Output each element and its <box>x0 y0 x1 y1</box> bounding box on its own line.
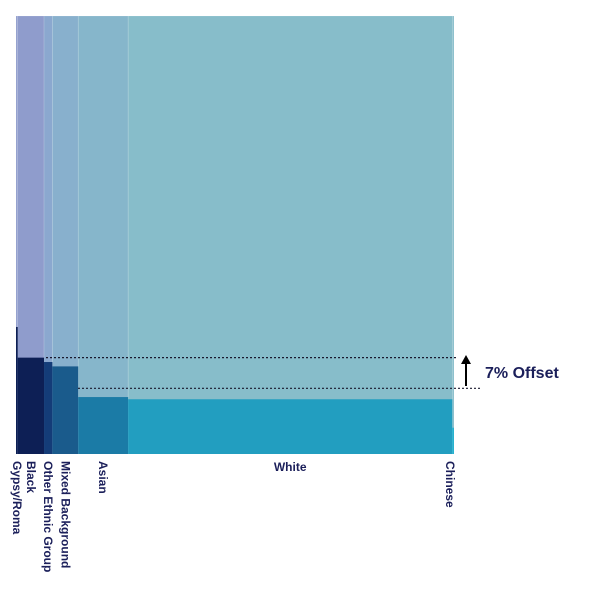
bar-other-ethnic-group <box>44 362 53 454</box>
background-bar-white <box>127 15 453 455</box>
offset-annotation: 7% Offset <box>461 355 559 386</box>
reference-lines <box>46 357 480 389</box>
background-bars <box>15 15 455 455</box>
bar-mixed-background <box>52 366 79 454</box>
category-label-black: Black <box>24 461 38 493</box>
bar-asian <box>78 397 129 454</box>
category-label-chinese: Chinese <box>443 461 457 508</box>
category-label-white: White <box>274 460 307 474</box>
offset-arrow-head <box>461 355 471 364</box>
value-bars <box>16 326 454 454</box>
category-labels: Gypsy/Roma Black Other Ethnic Group Mixed B… <box>10 460 457 572</box>
background-bar-asian <box>77 15 129 455</box>
category-label-asian: Asian <box>96 461 110 494</box>
category-label-other-ethnic-group: Other Ethnic Group <box>41 461 55 572</box>
bar-gypsy-roma <box>16 326 18 454</box>
background-bar-chinese <box>451 15 455 455</box>
bar-black <box>17 357 45 454</box>
offset-label: 7% Offset <box>485 365 559 382</box>
category-label-mixed-background: Mixed Background <box>58 461 72 568</box>
category-label-gypsy-roma: Gypsy/Roma <box>10 461 24 535</box>
bar-chinese <box>452 427 454 454</box>
bar-white <box>128 399 453 454</box>
